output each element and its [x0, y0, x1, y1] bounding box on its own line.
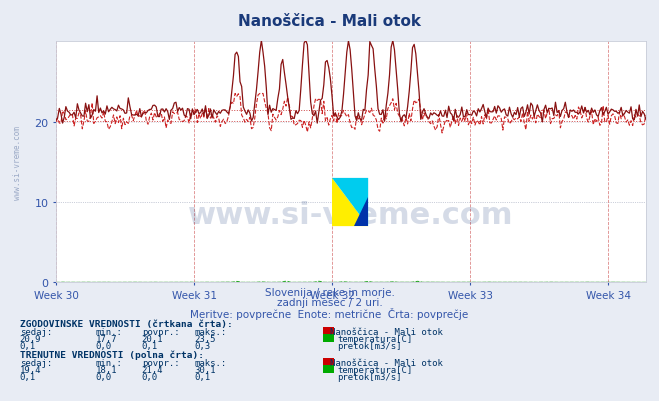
Text: 0,1: 0,1: [20, 372, 36, 381]
Text: 0,0: 0,0: [96, 372, 111, 381]
Text: maks.:: maks.:: [194, 358, 227, 367]
Text: 21,4: 21,4: [142, 365, 163, 374]
Text: 0,0: 0,0: [96, 341, 111, 350]
Text: temperatura[C]: temperatura[C]: [337, 334, 413, 343]
Text: temperatura[C]: temperatura[C]: [337, 365, 413, 374]
Text: www.si-vreme.com: www.si-vreme.com: [188, 201, 513, 230]
Text: 18,1: 18,1: [96, 365, 117, 374]
Text: 20,9: 20,9: [20, 334, 42, 343]
Text: min.:: min.:: [96, 358, 123, 367]
Text: Nanoščica - Mali otok: Nanoščica - Mali otok: [330, 327, 442, 336]
Text: 0,3: 0,3: [194, 341, 210, 350]
Text: 0,1: 0,1: [20, 341, 36, 350]
Text: Nanoščica - Mali otok: Nanoščica - Mali otok: [238, 14, 421, 29]
Text: povpr.:: povpr.:: [142, 358, 179, 367]
Polygon shape: [332, 178, 368, 227]
Text: maks.:: maks.:: [194, 327, 227, 336]
Text: sedaj:: sedaj:: [20, 327, 52, 336]
Text: povpr.:: povpr.:: [142, 327, 179, 336]
Text: 17,7: 17,7: [96, 334, 117, 343]
Polygon shape: [332, 178, 368, 227]
Text: sedaj:: sedaj:: [20, 358, 52, 367]
Text: 23,5: 23,5: [194, 334, 216, 343]
Text: 0,0: 0,0: [142, 372, 158, 381]
Text: 19,4: 19,4: [20, 365, 42, 374]
Polygon shape: [354, 198, 368, 227]
Text: www.si-vreme.com: www.si-vreme.com: [13, 126, 22, 199]
Text: 20,1: 20,1: [142, 334, 163, 343]
Text: Nanoščica - Mali otok: Nanoščica - Mali otok: [330, 358, 442, 367]
Text: pretok[m3/s]: pretok[m3/s]: [337, 341, 402, 350]
Text: 0,1: 0,1: [142, 341, 158, 350]
Text: TRENUTNE VREDNOSTI (polna črta):: TRENUTNE VREDNOSTI (polna črta):: [20, 350, 204, 359]
Text: 30,1: 30,1: [194, 365, 216, 374]
Text: zadnji mesec / 2 uri.: zadnji mesec / 2 uri.: [277, 298, 382, 308]
Text: Slovenija / reke in morje.: Slovenija / reke in morje.: [264, 288, 395, 298]
Text: Meritve: povprečne  Enote: metrične  Črta: povprečje: Meritve: povprečne Enote: metrične Črta:…: [190, 308, 469, 320]
Text: ZGODOVINSKE VREDNOSTI (črtkana črta):: ZGODOVINSKE VREDNOSTI (črtkana črta):: [20, 319, 233, 328]
Text: min.:: min.:: [96, 327, 123, 336]
Text: pretok[m3/s]: pretok[m3/s]: [337, 372, 402, 381]
Text: 0,1: 0,1: [194, 372, 210, 381]
